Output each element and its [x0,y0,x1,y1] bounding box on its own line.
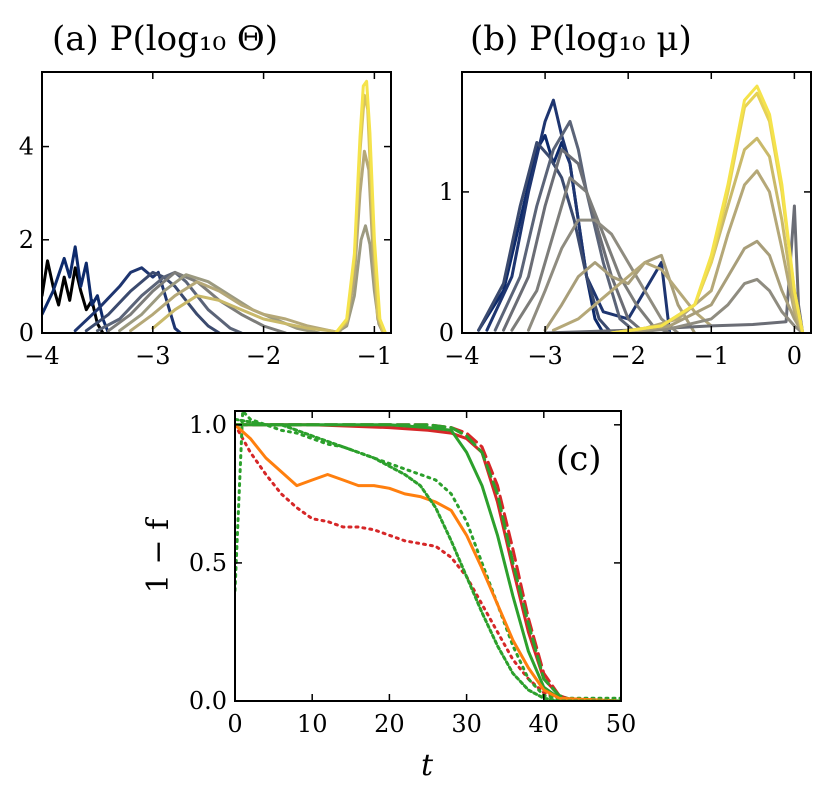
panel-c-xtick-label: 0 [227,710,242,738]
panel-c-ylabel: 1 − f [141,517,176,593]
panel-b-series-1 [485,98,672,333]
panel-c-ytick-label: 0.0 [189,687,227,715]
panel-a-xtick-label: −3 [135,342,170,370]
panel-b-series-13 [610,136,805,333]
panel-a-chart: (a) P(log₁₀ Θ) −4 −3 −2 −1 0 2 4 [19,19,392,370]
panel-a-series-3 [84,270,221,333]
panel-c-ytick-label: 0.5 [189,549,227,577]
panel-b-series-6 [527,218,680,333]
panel-a-ticks: −4 −3 −2 −1 0 2 4 [19,72,392,370]
panel-c-series-6 [235,423,621,701]
panel-b-xtick-label: −3 [527,342,562,370]
panel-c-xtick-label: 30 [451,710,482,738]
panel-c-chart: 0 10 20 30 40 50 0.0 0.5 1.0 (c) t 1 − f [141,410,636,783]
panel-b-series-11 [626,239,805,333]
panel-b-ytick-label: 1 [439,178,454,206]
panel-a-series-7 [129,280,343,333]
panel-b-frame [461,71,812,334]
panel-b-title: (b) P(log₁₀ μ) [470,19,692,59]
panel-a-series-8 [151,294,343,333]
panel-a-ytick-label: 2 [19,226,34,254]
panel-c-series-5 [235,411,621,700]
panel-b-chart: (b) P(log₁₀ μ) −4 −3 −2 −1 0 0 1 [439,19,812,370]
panel-b-xtick-label: −2 [610,342,645,370]
panel-c-tag: (c) [556,439,602,479]
panel-b-series-layer [477,84,805,333]
panel-c-series-4 [235,423,621,701]
panel-b-series-10 [626,277,805,333]
panel-a-series-layer [42,79,387,333]
panel-a-title: (a) P(log₁₀ Θ) [52,19,278,59]
panel-c-series-7 [235,417,621,701]
panel-c-series-layer [235,411,621,701]
panel-a-series-12 [334,79,387,333]
panel-a-series-1 [42,245,110,333]
panel-b-ytick-label: 0 [439,319,454,347]
panel-a-series-4 [95,270,243,333]
panel-b-ticks: −4 −3 −2 −1 0 0 1 [439,72,811,370]
panel-b-xtick-label: −4 [444,342,479,370]
panel-c-xtick-label: 50 [606,710,637,738]
panel-c-frame [234,410,622,702]
panel-b-series-4 [502,148,647,333]
panel-b-series-5 [510,176,672,333]
panel-a-ytick-label: 0 [19,319,34,347]
panel-c-xtick-label: 10 [297,710,328,738]
panel-a-series-2 [73,266,182,333]
panel-c-ytick-label: 1.0 [189,411,227,439]
panel-b-xtick-label: 0 [787,342,802,370]
panel-c-xtick-label: 40 [529,710,560,738]
panel-a-ytick-label: 4 [19,133,34,161]
panel-c-series-2 [235,423,621,701]
panel-a-xtick-label: −4 [24,342,59,370]
panel-c-ticks: 0 10 20 30 40 50 0.0 0.5 1.0 [189,411,636,738]
panel-a-xtick-label: −1 [357,342,392,370]
panel-b-series-15 [610,84,805,333]
panel-a-xtick-label: −2 [246,342,281,370]
panel-c-xlabel: t [421,748,434,783]
panel-b-xtick-label: −1 [694,342,729,370]
panel-c-xtick-label: 20 [374,710,405,738]
panel-a-frame [41,71,392,334]
panel-b-series-8 [551,261,713,332]
